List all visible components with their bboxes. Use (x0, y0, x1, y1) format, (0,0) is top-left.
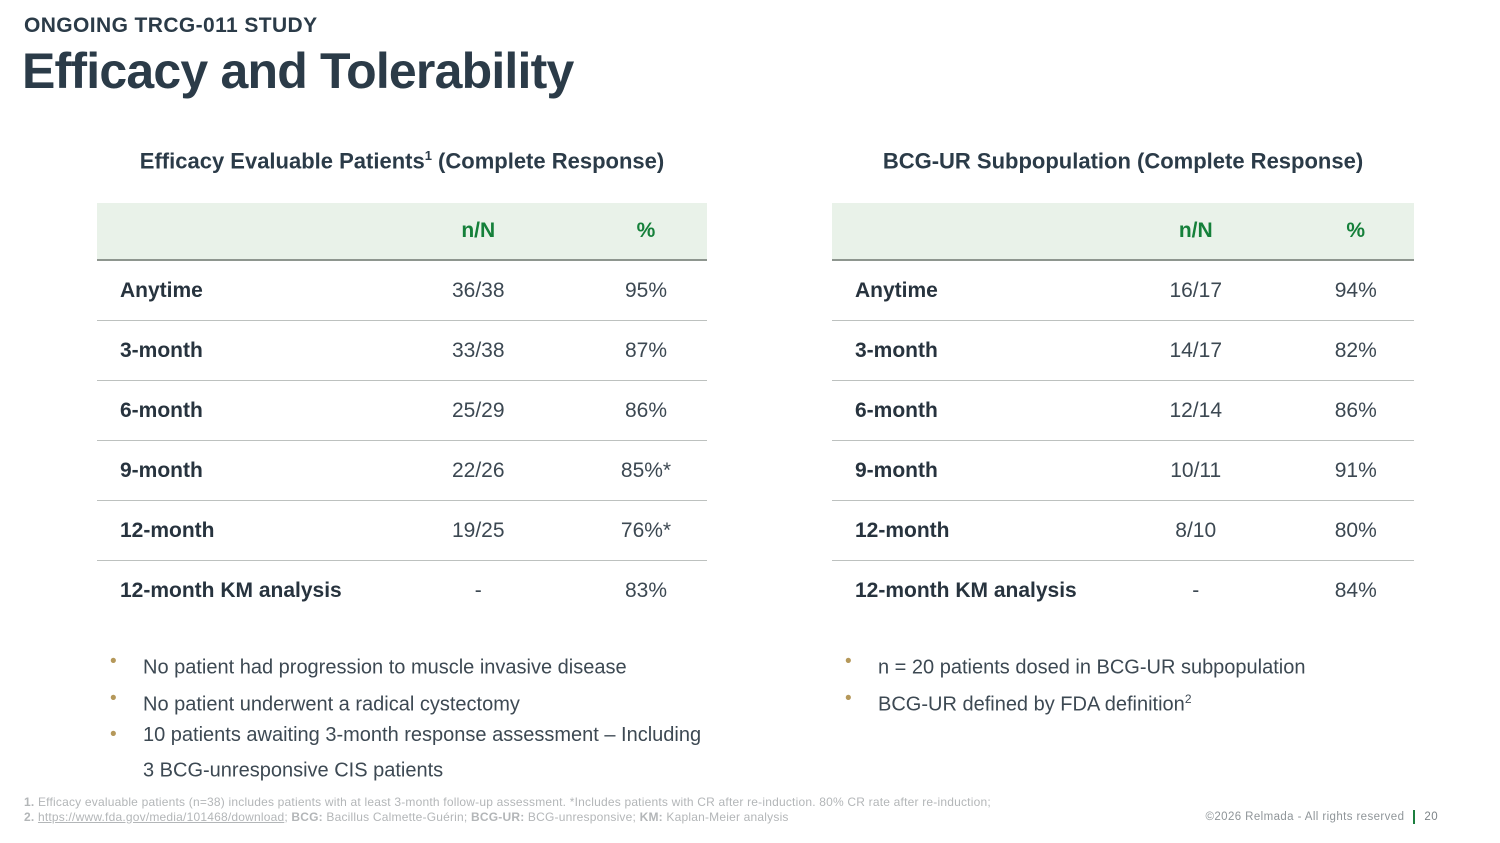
efficacy-table-title: Efficacy Evaluable Patients1 (Complete R… (139, 148, 665, 174)
row-n-of-total: 36/38 (451, 278, 505, 302)
row-percent: 80% (1334, 518, 1377, 542)
row-label: 6-month (855, 398, 938, 422)
table-row: 9-month 10/11 91% (832, 441, 1414, 501)
row-percent: 82% (1334, 338, 1377, 362)
bullet-icon: • (845, 651, 852, 672)
page-separator (1413, 810, 1416, 824)
row-n-of-total: - (1192, 579, 1200, 602)
table-row: 9-month 22/26 85%* (97, 441, 707, 501)
footnotes: 1. Efficacy evaluable patients (n=38) in… (24, 795, 991, 824)
col-header-nn: n/N (461, 219, 496, 242)
footnote-ref-2: 2 (1184, 691, 1192, 706)
fda-link[interactable]: https://www.fda.gov/media/101468/downloa… (37, 809, 285, 824)
row-percent: 87% (624, 338, 668, 362)
copyright-text: ©2026 Relmada - All rights reserved (1205, 811, 1405, 823)
row-n-of-total: 25/29 (451, 398, 505, 422)
row-label: 6-month (120, 398, 203, 422)
row-label: 12-month (120, 518, 215, 542)
bullet-icon: • (110, 687, 117, 709)
list-item: • 10 patients awaiting 3-month response … (110, 720, 797, 786)
slide-kicker: ONGOING TRCG-011 STUDY (24, 14, 318, 37)
footnote-2: 2. https://www.fda.gov/media/101468/down… (24, 809, 789, 824)
row-percent: 86% (1334, 398, 1377, 422)
col-header-pct: % (636, 219, 656, 242)
col-header-pct: % (1346, 219, 1366, 242)
row-label: 12-month (855, 518, 950, 542)
row-percent: 86% (624, 398, 668, 422)
bullet-icon: • (845, 687, 852, 709)
footnote-ref-1: 1 (424, 148, 432, 163)
row-n-of-total: - (474, 579, 482, 602)
row-n-of-total: 16/17 (1169, 278, 1223, 302)
row-label: 3-month (120, 338, 203, 362)
bcg-ur-bullet-list: • n = 20 patients dosed in BCG-UR subpop… (832, 647, 1500, 719)
row-percent: 76%* (620, 518, 672, 542)
row-label: 9-month (120, 458, 203, 482)
list-item: • BCG-UR defined by FDA definition2 (845, 684, 1500, 720)
bcg-ur-table: n/N % Anytime 16/17 94% 3-month 14/17 82… (832, 203, 1414, 621)
efficacy-evaluable-panel: Efficacy Evaluable Patients1 (Complete R… (97, 148, 707, 787)
row-percent: 84% (1334, 579, 1377, 602)
row-label: 3-month (855, 338, 938, 362)
bullet-icon: • (110, 651, 117, 672)
slide-title: Efficacy and Tolerability (22, 43, 574, 99)
bcg-ur-table-title: BCG-UR Subpopulation (Complete Response) (882, 148, 1364, 174)
row-label: Anytime (120, 278, 203, 302)
table-row: 12-month 19/25 76%* (97, 501, 707, 561)
table-row: 12-month 8/10 80% (832, 501, 1414, 561)
row-percent: 94% (1334, 278, 1377, 302)
table-row: 6-month 12/14 86% (832, 381, 1414, 441)
row-percent: 95% (624, 278, 668, 302)
footnote-1: 1. Efficacy evaluable patients (n=38) in… (24, 795, 991, 809)
row-n-of-total: 33/38 (451, 338, 505, 362)
list-item: • No patient underwent a radical cystect… (110, 684, 797, 720)
row-n-of-total: 22/26 (451, 458, 505, 482)
row-label: 12-month KM analysis (855, 579, 1077, 602)
table-row: 12-month KM analysis - 83% (97, 561, 707, 621)
slide-footer: ©2026 Relmada - All rights reserved 20 (1206, 810, 1439, 824)
row-n-of-total: 10/11 (1170, 458, 1222, 482)
table-row: 3-month 33/38 87% (97, 321, 707, 381)
row-label: Anytime (855, 278, 938, 302)
bullet-icon: • (110, 724, 117, 746)
row-percent: 91% (1334, 458, 1377, 482)
row-n-of-total: 12/14 (1169, 398, 1223, 422)
row-n-of-total: 19/25 (451, 518, 505, 542)
row-percent: 83% (624, 579, 668, 602)
col-header-nn: n/N (1178, 219, 1213, 242)
page-number: 20 (1424, 811, 1438, 823)
table-row: Anytime 36/38 95% (97, 261, 707, 321)
efficacy-table: n/N % Anytime 36/38 95% 3-month 33/38 87… (97, 203, 707, 621)
efficacy-bullet-list: • No patient had progression to muscle i… (97, 647, 797, 786)
table-row: Anytime 16/17 94% (832, 261, 1414, 321)
row-percent: 85%* (620, 458, 672, 482)
row-label: 12-month KM analysis (120, 579, 342, 602)
row-n-of-total: 8/10 (1175, 518, 1217, 542)
table-row: 12-month KM analysis - 84% (832, 561, 1414, 621)
table-row: 6-month 25/29 86% (97, 381, 707, 441)
row-label: 9-month (855, 458, 938, 482)
bcg-ur-table-header: n/N % (832, 203, 1414, 261)
bcg-ur-panel: BCG-UR Subpopulation (Complete Response)… (832, 148, 1414, 720)
table-row: 3-month 14/17 82% (832, 321, 1414, 381)
list-item: • n = 20 patients dosed in BCG-UR subpop… (845, 647, 1500, 683)
row-n-of-total: 14/17 (1169, 338, 1223, 362)
efficacy-table-header: n/N % (97, 203, 707, 261)
list-item: • No patient had progression to muscle i… (110, 647, 797, 683)
